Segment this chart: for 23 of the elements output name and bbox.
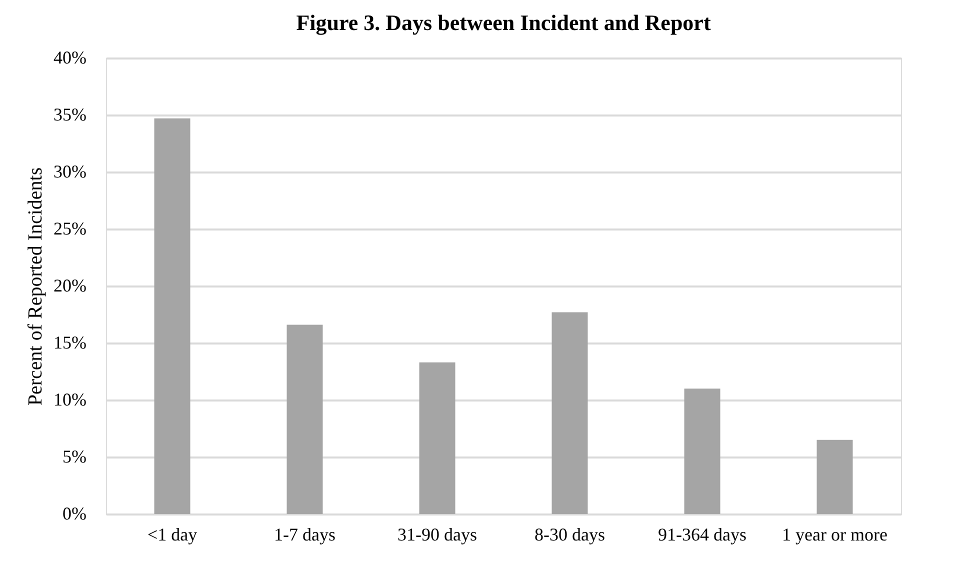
y-tick-label: 15%	[54, 332, 86, 352]
x-tick-label: 8-30 days	[534, 524, 605, 544]
y-tick-label: 25%	[54, 218, 86, 238]
x-tick-label: <1 day	[147, 524, 198, 544]
y-tick-label: 10%	[54, 390, 86, 410]
chart-title: Figure 3. Days between Incident and Report	[296, 10, 712, 35]
y-tick-label: 40%	[54, 48, 86, 68]
bar	[286, 324, 323, 514]
x-tick-label: 31-90 days	[398, 524, 477, 544]
bar	[154, 118, 190, 514]
y-tick-label: 35%	[54, 104, 86, 124]
x-tick-label: 1-7 days	[274, 524, 336, 544]
x-tick-label: 1 year or more	[782, 524, 888, 544]
bar	[816, 440, 853, 514]
bar	[552, 312, 588, 514]
x-tick-label: 91-364 days	[658, 524, 746, 544]
y-tick-label: 0%	[62, 504, 86, 524]
y-axis-title: Percent of Reported Incidents	[24, 167, 47, 406]
bar	[419, 362, 456, 514]
y-tick-label: 30%	[54, 162, 86, 182]
y-tick-label: 5%	[62, 446, 86, 466]
y-tick-label: 20%	[54, 276, 86, 296]
bar	[684, 388, 720, 514]
